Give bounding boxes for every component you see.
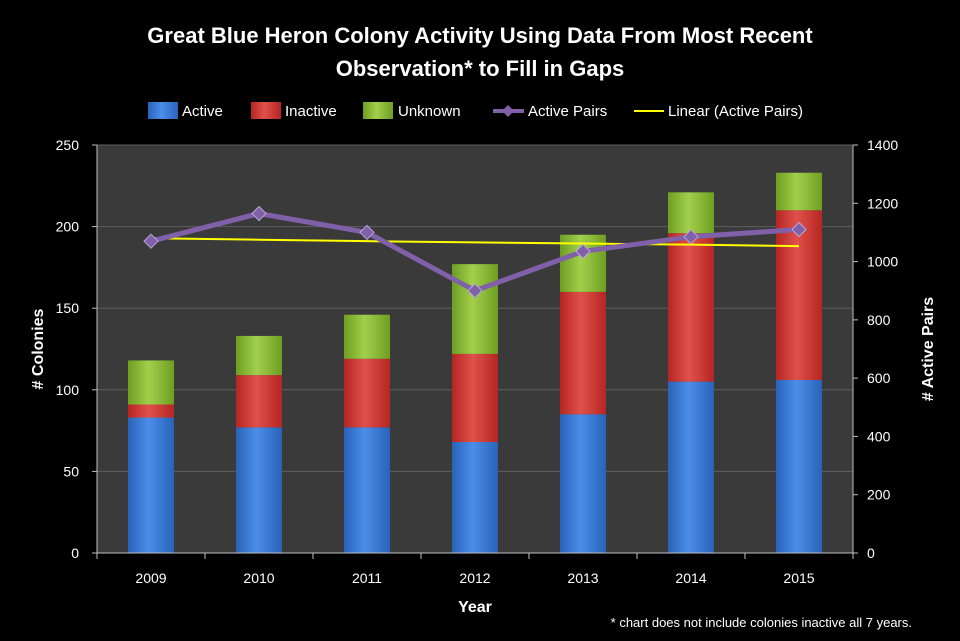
y2-tick-label-800: 800	[867, 312, 891, 328]
bar-series	[128, 172, 822, 553]
y-tick-label-50: 50	[63, 463, 79, 479]
axes	[96, 145, 854, 559]
bar-active-2014	[668, 381, 714, 553]
chart-legend: Active Inactive Unknown Active Pairs Lin…	[148, 102, 803, 120]
bar-inactive-2013	[560, 291, 606, 415]
bar-inactive-2014	[668, 233, 714, 382]
x-axis-ticks: 2009 2010 2011 2012 2013 2014 2015	[135, 570, 814, 586]
bar-unknown-2012	[452, 264, 498, 354]
legend-marker-active-pairs	[502, 105, 514, 117]
chart-title-line-2: Observation* to Fill in Gaps	[336, 56, 625, 81]
y2-tick-label-200: 200	[867, 487, 891, 503]
y-axis-label: # Colonies	[30, 308, 47, 389]
y2-tick-label-600: 600	[867, 370, 891, 386]
legend-swatch-unknown	[363, 102, 393, 119]
bar-active-2012	[452, 442, 498, 553]
x-tick-label-2012: 2012	[459, 570, 490, 586]
y2-tick-label-400: 400	[867, 428, 891, 444]
point-active-pairs-2010	[251, 205, 267, 222]
bar-inactive-2009	[128, 404, 174, 418]
y-tick-label-200: 200	[56, 219, 80, 235]
point-active-pairs-2014	[683, 229, 699, 245]
y-tick-label-100: 100	[56, 382, 80, 398]
bar-unknown-2009	[128, 360, 174, 405]
bar-active-2015	[776, 380, 822, 553]
x-tick-label-2014: 2014	[675, 570, 706, 586]
bar-active-2010	[236, 427, 282, 553]
legend-label-active: Active	[182, 103, 223, 120]
x-tick-label-2010: 2010	[243, 570, 274, 586]
chart-title-line-1: Great Blue Heron Colony Activity Using D…	[147, 23, 813, 48]
bar-inactive-2010	[236, 375, 282, 428]
bar-inactive-2015	[776, 210, 822, 381]
y2-tick-label-0: 0	[867, 545, 875, 561]
bar-inactive-2012	[452, 353, 498, 443]
legend-swatch-inactive	[251, 102, 281, 119]
y-tick-label-0: 0	[71, 545, 79, 561]
legend-label-active-pairs: Active Pairs	[528, 103, 607, 120]
point-active-pairs-2015	[791, 221, 807, 238]
y-tick-label-150: 150	[56, 300, 80, 316]
bar-unknown-2011	[344, 314, 390, 359]
bar-unknown-2014	[668, 192, 714, 234]
x-tick-label-2009: 2009	[135, 570, 166, 586]
y2-tick-label-1400: 1400	[867, 137, 898, 153]
legend-swatch-active	[148, 102, 178, 119]
y-tick-label-250: 250	[56, 137, 80, 153]
point-active-pairs-2012	[467, 283, 483, 299]
point-active-pairs-2013	[575, 243, 591, 260]
point-active-pairs-2009	[143, 233, 159, 249]
x-axis-label: Year	[458, 599, 492, 616]
legend-label-inactive: Inactive	[285, 103, 337, 120]
bar-active-2009	[128, 417, 174, 553]
legend-label-linear-trend: Linear (Active Pairs)	[668, 103, 803, 120]
trendline-active-pairs	[150, 237, 800, 248]
bar-active-2011	[344, 427, 390, 553]
bar-unknown-2010	[236, 335, 282, 376]
bar-inactive-2011	[344, 358, 390, 428]
line-series	[143, 205, 807, 299]
bar-unknown-2015	[776, 172, 822, 211]
x-tick-label-2013: 2013	[567, 570, 598, 586]
x-tick-label-2011: 2011	[352, 570, 382, 586]
bar-active-2013	[560, 414, 606, 553]
footnote: * chart does not include colonies inacti…	[611, 615, 912, 630]
left-axis-ticks: 0 50 100 150 200 250	[56, 137, 97, 561]
legend-label-unknown: Unknown	[398, 103, 461, 120]
x-tick-label-2015: 2015	[783, 570, 814, 586]
point-active-pairs-2011	[359, 224, 375, 241]
y2-tick-label-1000: 1000	[867, 254, 898, 270]
right-axis-ticks: 0 200 400 600 800 1000 1200 1400	[853, 137, 898, 561]
y2-axis-label: # Active Pairs	[920, 297, 937, 401]
y2-tick-label-1200: 1200	[867, 195, 898, 211]
